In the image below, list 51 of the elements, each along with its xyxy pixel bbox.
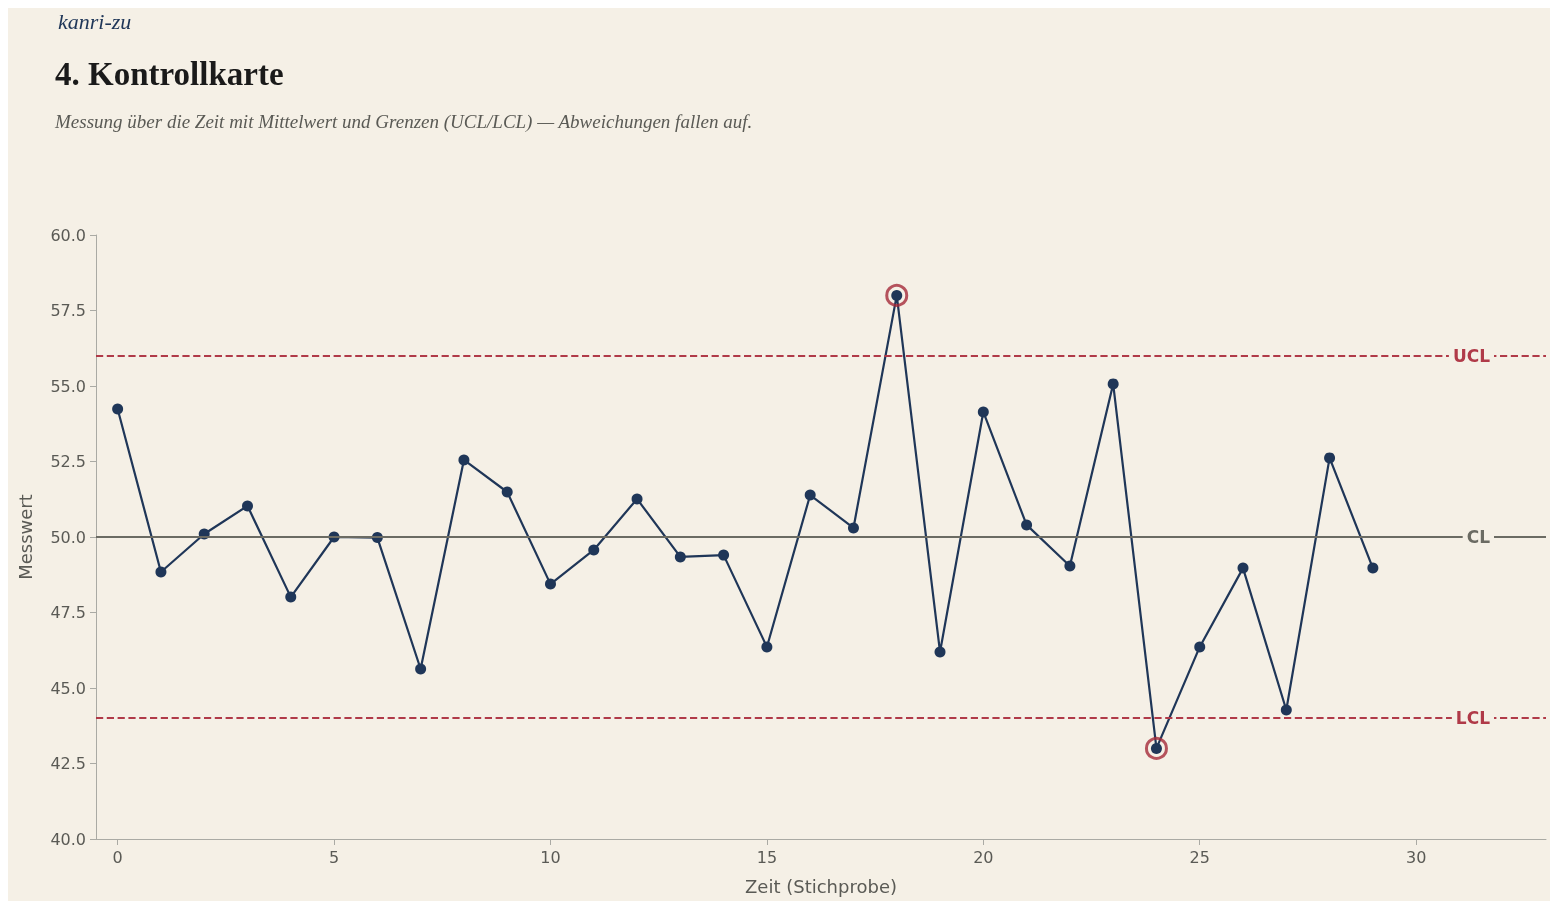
y-tick-label: 45.0 bbox=[50, 678, 86, 698]
point bbox=[847, 522, 859, 534]
chart-title: 4. Kontrollkarte bbox=[55, 55, 284, 92]
point bbox=[1367, 562, 1379, 574]
point bbox=[544, 578, 556, 590]
point bbox=[501, 486, 513, 498]
ref-line-label: UCL bbox=[1452, 345, 1491, 366]
point bbox=[718, 549, 730, 561]
x-tick-label: 5 bbox=[328, 847, 340, 867]
x-tick-label: 0 bbox=[112, 847, 123, 867]
point bbox=[1280, 704, 1292, 716]
point bbox=[1144, 736, 1168, 760]
point bbox=[804, 489, 816, 501]
x-tick-label: 30 bbox=[1405, 847, 1427, 867]
point bbox=[1194, 641, 1206, 653]
point bbox=[458, 454, 470, 466]
y-tick-label: 57.5 bbox=[50, 301, 86, 320]
x-tick-label: 15 bbox=[756, 847, 778, 867]
point bbox=[1021, 519, 1033, 531]
y-tick-label: 50.0 bbox=[50, 527, 86, 547]
y-tick-label: 52.5 bbox=[50, 452, 86, 471]
y-axis-title: Messwert bbox=[14, 494, 36, 580]
point bbox=[1324, 452, 1336, 464]
point bbox=[977, 406, 989, 418]
chart-subtitle: Messung über die Zeit mit Mittelwert und Grenzen (UCL/LCL) — Abweichungen fallen auf. bbox=[54, 111, 753, 133]
point bbox=[934, 646, 946, 658]
point bbox=[415, 663, 427, 675]
y-tick-label: 60.0 bbox=[50, 225, 86, 245]
point bbox=[631, 493, 643, 505]
point bbox=[285, 591, 297, 603]
ref-line-label: LCL bbox=[1455, 708, 1491, 729]
text: kanri-zu bbox=[58, 8, 132, 34]
y-tick-label: 55.0 bbox=[50, 376, 86, 396]
y-tick-label: 47.5 bbox=[50, 603, 86, 622]
point bbox=[761, 641, 773, 653]
x-tick-label: 10 bbox=[540, 847, 561, 867]
y-tick-label: 40.0 bbox=[50, 829, 86, 849]
ref-line-label: CL bbox=[1466, 527, 1491, 547]
point bbox=[1064, 560, 1076, 572]
y-tick-label: 42.5 bbox=[50, 754, 86, 773]
x-axis-title: Zeit (Stichprobe) bbox=[745, 875, 897, 897]
point bbox=[674, 551, 686, 563]
x-tick-label: 20 bbox=[973, 847, 994, 867]
point bbox=[155, 566, 167, 578]
point bbox=[588, 544, 600, 556]
point bbox=[1107, 378, 1119, 390]
point bbox=[242, 500, 253, 512]
point bbox=[112, 403, 124, 415]
point bbox=[885, 283, 909, 307]
point bbox=[1237, 562, 1249, 574]
x-tick-label: 25 bbox=[1189, 847, 1210, 867]
